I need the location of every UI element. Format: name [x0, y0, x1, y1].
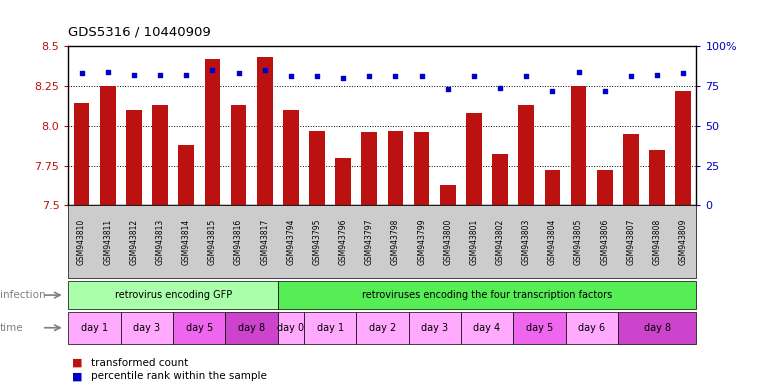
Bar: [74, 103, 90, 205]
Text: GSM943797: GSM943797: [365, 218, 374, 265]
Text: GSM943807: GSM943807: [626, 219, 635, 265]
Point: [311, 73, 323, 79]
Point: [677, 70, 689, 76]
Text: GSM943799: GSM943799: [417, 218, 426, 265]
Bar: [387, 131, 403, 205]
Text: GSM943810: GSM943810: [77, 219, 86, 265]
Text: GSM943806: GSM943806: [600, 219, 610, 265]
Point: [180, 72, 193, 78]
Bar: [126, 110, 142, 205]
Point: [494, 84, 506, 91]
Bar: [152, 105, 168, 205]
Text: transformed count: transformed count: [91, 358, 189, 368]
Text: GSM943795: GSM943795: [313, 218, 321, 265]
Text: retroviruses encoding the four transcription factors: retroviruses encoding the four transcrip…: [362, 290, 612, 300]
Text: GSM943802: GSM943802: [495, 219, 505, 265]
Text: GSM943816: GSM943816: [234, 219, 243, 265]
Bar: [100, 86, 116, 205]
Text: day 6: day 6: [578, 323, 605, 333]
Text: day 4: day 4: [473, 323, 501, 333]
Bar: [257, 57, 272, 205]
Point: [337, 75, 349, 81]
Text: GSM943815: GSM943815: [208, 219, 217, 265]
Bar: [414, 132, 429, 205]
Point: [206, 67, 218, 73]
Point: [232, 70, 244, 76]
Point: [546, 88, 559, 94]
Text: GSM943811: GSM943811: [103, 219, 112, 265]
Text: day 0: day 0: [277, 323, 304, 333]
Point: [102, 68, 114, 74]
Text: day 5: day 5: [526, 323, 553, 333]
Bar: [336, 158, 351, 205]
Bar: [440, 185, 456, 205]
Bar: [178, 145, 194, 205]
Text: GSM943817: GSM943817: [260, 219, 269, 265]
Bar: [649, 150, 665, 205]
Point: [468, 73, 480, 79]
Text: GSM943801: GSM943801: [470, 219, 479, 265]
Point: [285, 73, 297, 79]
Bar: [309, 131, 325, 205]
Bar: [571, 86, 587, 205]
Bar: [283, 110, 298, 205]
Text: day 3: day 3: [133, 323, 161, 333]
Text: GSM943809: GSM943809: [679, 219, 688, 265]
Point: [441, 86, 454, 92]
Bar: [492, 154, 508, 205]
Point: [128, 72, 140, 78]
Point: [599, 88, 611, 94]
Bar: [545, 170, 560, 205]
Bar: [597, 170, 613, 205]
Bar: [205, 59, 220, 205]
Text: day 3: day 3: [421, 323, 448, 333]
Text: GSM943796: GSM943796: [339, 218, 348, 265]
Text: day 1: day 1: [317, 323, 344, 333]
Text: day 8: day 8: [644, 323, 670, 333]
Text: ■: ■: [72, 371, 83, 381]
Text: day 1: day 1: [81, 323, 108, 333]
Text: GDS5316 / 10440909: GDS5316 / 10440909: [68, 25, 212, 38]
Bar: [231, 105, 247, 205]
Point: [259, 67, 271, 73]
Point: [363, 73, 375, 79]
Text: GSM943800: GSM943800: [444, 219, 452, 265]
Text: day 2: day 2: [369, 323, 396, 333]
Point: [154, 72, 166, 78]
Bar: [676, 91, 691, 205]
Text: infection: infection: [0, 290, 46, 300]
Text: time: time: [0, 323, 24, 333]
Text: percentile rank within the sample: percentile rank within the sample: [91, 371, 267, 381]
Text: GSM943803: GSM943803: [522, 219, 530, 265]
Point: [390, 73, 402, 79]
Bar: [361, 132, 377, 205]
Point: [625, 73, 637, 79]
Point: [651, 72, 663, 78]
Text: GSM943794: GSM943794: [286, 218, 295, 265]
Text: GSM943798: GSM943798: [391, 219, 400, 265]
Bar: [518, 105, 534, 205]
Point: [416, 73, 428, 79]
Text: GSM943813: GSM943813: [155, 219, 164, 265]
Text: day 5: day 5: [186, 323, 213, 333]
Text: GSM943814: GSM943814: [182, 219, 191, 265]
Text: GSM943804: GSM943804: [548, 219, 557, 265]
Text: day 8: day 8: [238, 323, 265, 333]
Point: [572, 68, 584, 74]
Bar: [623, 134, 638, 205]
Text: GSM943808: GSM943808: [653, 219, 661, 265]
Point: [521, 73, 533, 79]
Point: [75, 70, 88, 76]
Text: GSM943805: GSM943805: [574, 219, 583, 265]
Text: GSM943812: GSM943812: [129, 219, 139, 265]
Text: retrovirus encoding GFP: retrovirus encoding GFP: [114, 290, 232, 300]
Text: ■: ■: [72, 358, 83, 368]
Bar: [466, 113, 482, 205]
